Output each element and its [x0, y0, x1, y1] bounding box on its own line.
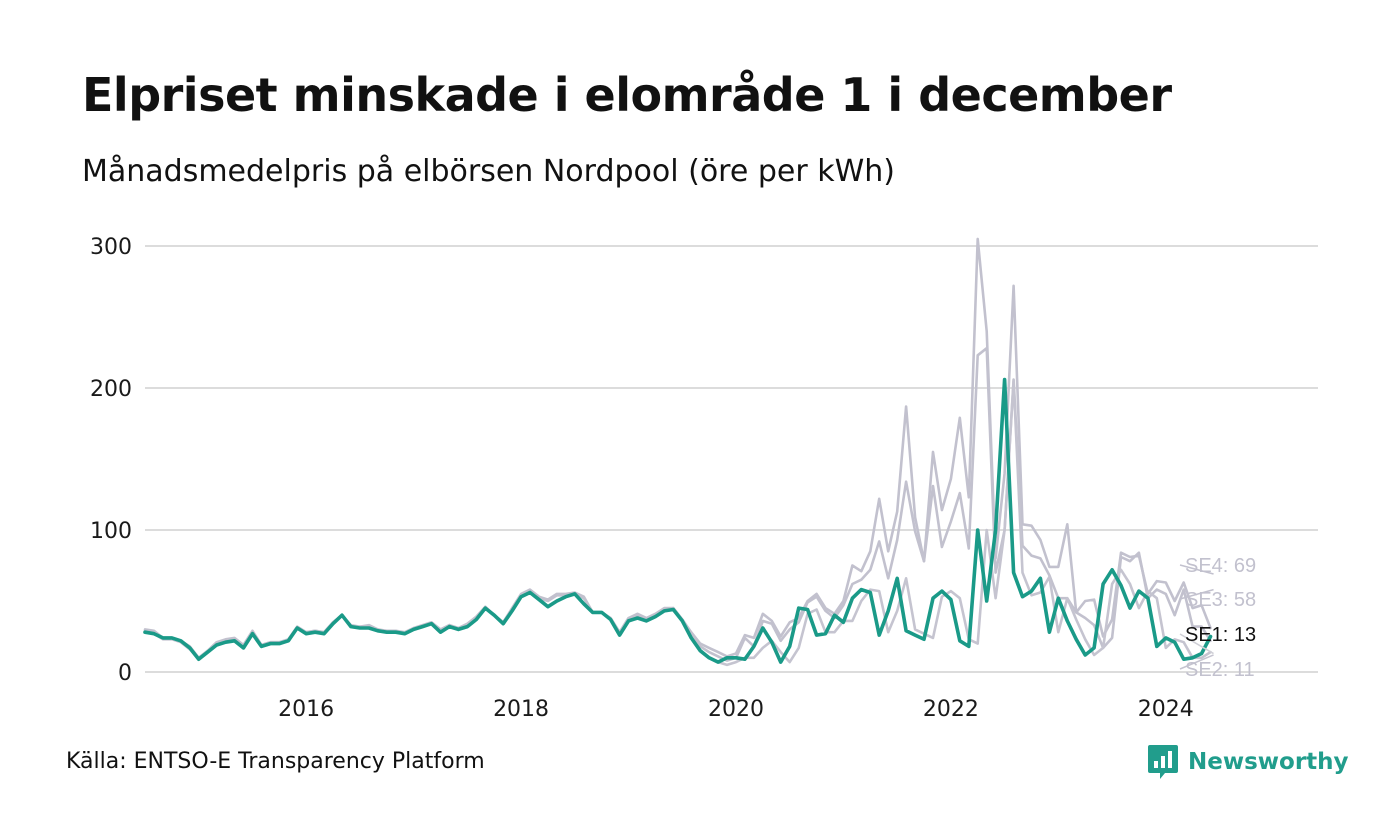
- chart-title: Elpriset minskade i elområde 1 i decembe…: [82, 68, 1172, 122]
- line-chart: 0 100 200 300 2016 2018 2020 2022 2024 SE4: 69 SE3…: [90, 235, 1318, 722]
- leader-line: [1179, 633, 1214, 655]
- end-label-se4: SE4: 69: [1185, 555, 1256, 577]
- brand-name: Newsworthy: [1188, 749, 1349, 775]
- end-label-se2: SE2: 11: [1185, 659, 1255, 681]
- brand-logo: Newsworthy: [1148, 744, 1349, 780]
- source-note: Källa: ENTSO-E Transparency Platform: [66, 749, 485, 774]
- x-tick-label: 2024: [1138, 697, 1194, 722]
- end-label-se3: SE3: 58: [1185, 589, 1256, 611]
- series-line-se4: [143, 237, 1212, 660]
- x-tick-label: 2018: [493, 697, 549, 722]
- y-tick-label: 0: [118, 661, 132, 686]
- x-tick-label: 2016: [278, 697, 334, 722]
- leader-line: [1179, 564, 1214, 575]
- series-line-se1: [143, 377, 1213, 664]
- y-tick-label: 200: [90, 377, 132, 402]
- leader-line: [1179, 654, 1214, 670]
- x-tick-label: 2020: [708, 697, 764, 722]
- y-tick-label: 100: [90, 519, 132, 544]
- chart-subtitle: Månadsmedelpris på elbörsen Nordpool (ör…: [82, 154, 895, 189]
- y-tick-label: 300: [90, 235, 132, 260]
- leader-line: [1179, 588, 1214, 600]
- end-label-se1: SE1: 13: [1185, 624, 1256, 646]
- x-tick-label: 2022: [923, 697, 979, 722]
- newsworthy-chart-icon: [1148, 745, 1178, 779]
